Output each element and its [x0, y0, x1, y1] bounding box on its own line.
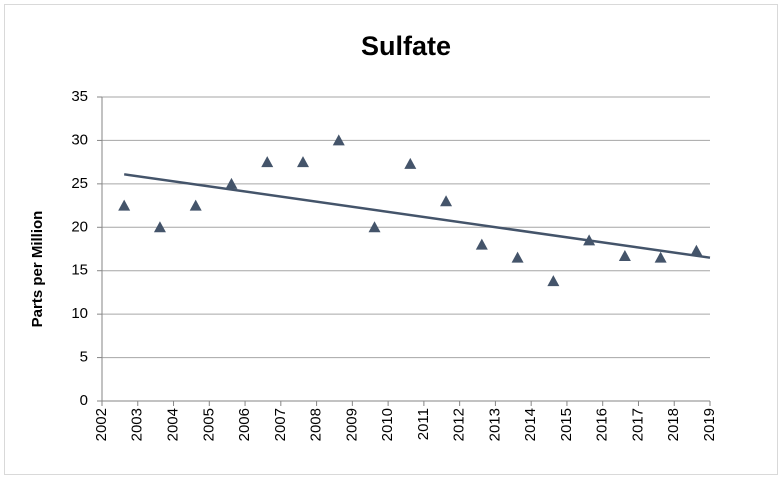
x-tick-label: 2011 — [415, 408, 432, 440]
y-tick-label: 5 — [80, 349, 88, 366]
data-point — [618, 249, 631, 261]
data-point — [368, 221, 381, 233]
y-tick-label: 25 — [71, 175, 88, 192]
data-point — [261, 156, 274, 168]
data-point — [690, 244, 703, 256]
data-point — [547, 275, 560, 287]
x-tick-label: 2004 — [164, 408, 181, 441]
x-tick-label: 2010 — [379, 408, 396, 441]
x-tick-label: 2012 — [451, 408, 468, 441]
data-point — [189, 199, 202, 211]
x-tick-label: 2009 — [343, 408, 360, 441]
y-tick-label: 0 — [80, 392, 88, 409]
x-tick-label: 2019 — [701, 408, 718, 441]
data-point — [225, 177, 238, 189]
data-point — [583, 234, 596, 246]
y-tick-label: 30 — [71, 131, 88, 148]
trendline — [123, 173, 711, 259]
x-tick-label: 2008 — [308, 408, 325, 441]
data-point — [296, 156, 309, 168]
x-tick-label: 2014 — [522, 408, 539, 441]
x-tick-label: 2013 — [486, 408, 503, 441]
chart-title: Sulfate — [361, 31, 451, 61]
data-point — [475, 238, 488, 250]
y-tick-label: 20 — [71, 218, 88, 235]
x-tick-label: 2002 — [93, 408, 110, 441]
x-tick-label: 2003 — [129, 408, 146, 441]
x-tick-label: 2016 — [594, 408, 611, 441]
data-point — [404, 157, 417, 169]
x-tick-label: 2006 — [236, 408, 253, 441]
data-point — [440, 195, 453, 207]
y-tick-label: 10 — [71, 305, 88, 322]
y-tick-label: 15 — [71, 262, 88, 279]
data-point — [153, 221, 166, 233]
data-point — [118, 199, 131, 211]
x-tick-label: 2017 — [629, 408, 646, 441]
x-tick-label: 2005 — [200, 408, 217, 441]
chart-border — [4, 4, 778, 475]
x-tick-label: 2018 — [665, 408, 682, 441]
data-point — [332, 134, 345, 146]
x-tick-label: 2015 — [558, 408, 575, 441]
data-point — [511, 251, 524, 263]
data-point — [654, 251, 667, 263]
y-axis-label: Parts per Million — [29, 211, 46, 328]
x-tick-label: 2007 — [272, 408, 289, 441]
y-tick-label: 35 — [71, 88, 88, 105]
